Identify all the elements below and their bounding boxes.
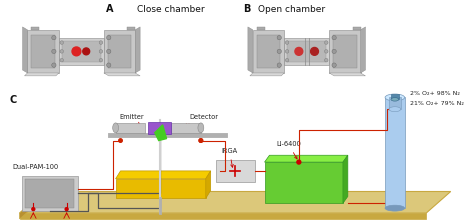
Text: Dual-PAM-100: Dual-PAM-100 [13, 164, 59, 170]
Bar [108, 35, 131, 68]
Circle shape [297, 160, 301, 164]
Polygon shape [116, 171, 210, 179]
Circle shape [277, 63, 282, 67]
Circle shape [72, 47, 81, 56]
Text: IRGA: IRGA [221, 148, 237, 167]
Circle shape [199, 139, 202, 142]
Circle shape [107, 49, 111, 54]
Bar [62, 41, 101, 62]
Bar [128, 27, 135, 30]
Circle shape [310, 48, 319, 55]
Bar [329, 30, 361, 73]
Circle shape [199, 139, 202, 142]
Circle shape [325, 50, 328, 53]
Polygon shape [250, 73, 284, 76]
Polygon shape [329, 73, 365, 76]
Circle shape [107, 36, 111, 40]
Polygon shape [206, 171, 210, 198]
Circle shape [99, 50, 103, 53]
Bar [27, 30, 59, 73]
Bar [21, 176, 78, 211]
Bar [391, 95, 399, 99]
Bar [257, 27, 264, 30]
Polygon shape [104, 73, 140, 76]
Circle shape [52, 49, 56, 54]
Circle shape [65, 208, 68, 211]
Circle shape [285, 41, 289, 44]
Polygon shape [25, 73, 59, 76]
Circle shape [52, 63, 56, 67]
Ellipse shape [385, 205, 405, 211]
Polygon shape [116, 179, 206, 198]
Bar [284, 38, 329, 65]
Circle shape [99, 41, 103, 44]
Circle shape [332, 49, 336, 54]
Circle shape [52, 36, 56, 40]
Polygon shape [19, 213, 426, 219]
Polygon shape [264, 162, 343, 203]
Polygon shape [23, 27, 27, 73]
Circle shape [325, 58, 328, 62]
Bar [216, 160, 255, 182]
Bar [253, 30, 284, 73]
Circle shape [32, 208, 35, 211]
Bar [148, 122, 172, 134]
Circle shape [285, 50, 289, 53]
Circle shape [277, 49, 282, 54]
Bar [287, 41, 326, 62]
Polygon shape [248, 27, 253, 73]
Circle shape [107, 63, 111, 67]
Polygon shape [155, 125, 166, 141]
Ellipse shape [198, 123, 204, 133]
Circle shape [332, 36, 336, 40]
Text: Emitter: Emitter [119, 114, 144, 125]
Text: B: B [243, 4, 250, 14]
Text: Close chamber: Close chamber [137, 5, 205, 14]
Circle shape [332, 63, 336, 67]
Circle shape [325, 41, 328, 44]
Bar [257, 35, 280, 68]
Polygon shape [343, 155, 348, 203]
Circle shape [99, 58, 103, 62]
Text: Detector: Detector [184, 114, 218, 126]
Circle shape [295, 48, 303, 55]
Circle shape [277, 36, 282, 40]
Circle shape [83, 48, 90, 55]
Circle shape [119, 139, 122, 142]
Text: A: A [106, 4, 113, 14]
Circle shape [285, 58, 289, 62]
Text: 21% O₂+ 79% N₂: 21% O₂+ 79% N₂ [410, 101, 464, 106]
Bar [59, 38, 104, 65]
Ellipse shape [391, 98, 399, 101]
Bar [385, 97, 405, 208]
Bar [353, 27, 361, 30]
Bar [31, 27, 39, 30]
Bar [116, 123, 145, 133]
Circle shape [60, 50, 64, 53]
Bar [31, 35, 55, 68]
Polygon shape [19, 192, 44, 219]
Circle shape [60, 58, 64, 62]
Ellipse shape [389, 107, 401, 112]
Polygon shape [19, 192, 451, 213]
Bar [26, 179, 74, 208]
Bar [333, 35, 356, 68]
Text: C: C [10, 95, 17, 105]
Text: LI-6400: LI-6400 [276, 141, 301, 159]
Text: 2% O₂+ 98% N₂: 2% O₂+ 98% N₂ [410, 91, 459, 97]
Ellipse shape [385, 94, 405, 101]
Bar [389, 97, 401, 109]
Bar [104, 30, 135, 73]
Bar [172, 123, 201, 133]
Polygon shape [264, 155, 348, 162]
Text: Open chamber: Open chamber [258, 5, 325, 14]
Ellipse shape [113, 123, 118, 133]
Circle shape [60, 41, 64, 44]
Polygon shape [361, 27, 365, 73]
Polygon shape [135, 27, 140, 73]
